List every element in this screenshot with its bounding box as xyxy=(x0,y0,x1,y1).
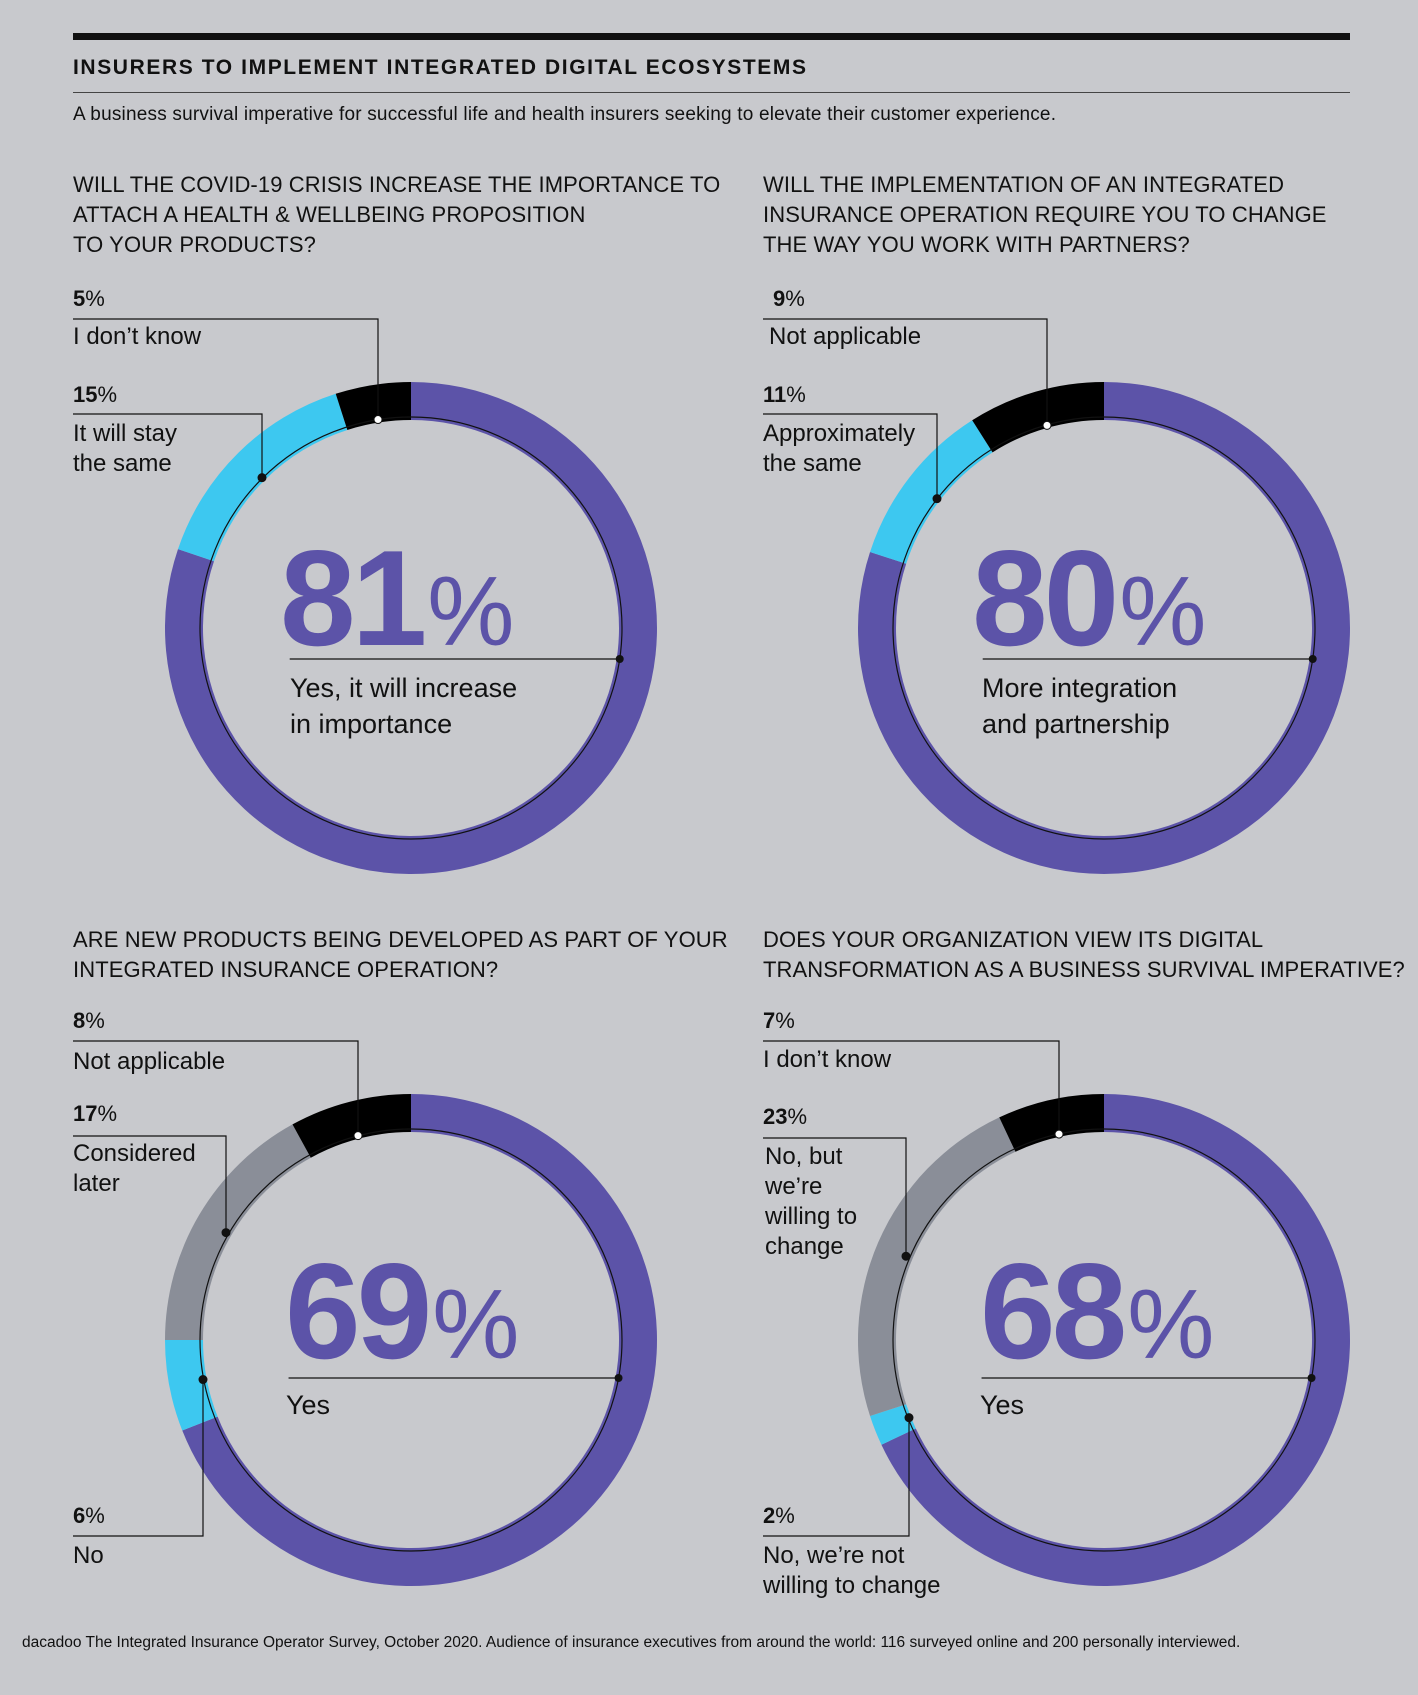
callout-dot xyxy=(901,1251,911,1261)
donut-slice xyxy=(870,420,993,564)
callout-dot xyxy=(373,415,383,425)
page-title: INSURERS TO IMPLEMENT INTEGRATED DIGITAL… xyxy=(73,56,808,79)
label-stay-same-1: It will stay the same xyxy=(73,420,178,477)
callout-dot xyxy=(614,1374,623,1382)
pct-value: 5 xyxy=(73,286,86,311)
pct-not-applicable-2: 9% xyxy=(773,286,805,311)
title-divider xyxy=(73,92,1350,93)
pct-value: 7 xyxy=(763,1008,776,1033)
slice-callout-line xyxy=(73,1135,227,1233)
guide-circle xyxy=(892,416,1316,840)
headline-number: 81 xyxy=(280,522,427,674)
guide-circle xyxy=(199,1128,623,1552)
donut-hole xyxy=(203,420,619,836)
label-not-willing-4: No, we’re not willing to change xyxy=(763,1542,941,1599)
headline-number: 68 xyxy=(980,1235,1127,1387)
headline-unit: % xyxy=(427,556,515,666)
question-1: WILL THE COVID-19 CRISIS INCREASE THE IM… xyxy=(73,172,721,257)
slice-callout-line xyxy=(73,318,379,420)
label-not-applicable-3: Not applicable xyxy=(73,1048,226,1075)
pct-no-3: 6% xyxy=(73,1503,105,1528)
label-dont-know-4: I don’t know xyxy=(763,1046,892,1073)
callout-dot xyxy=(221,1228,231,1238)
pct-dont-know-4: 7% xyxy=(763,1008,795,1033)
headline-label-4: Yes xyxy=(980,1390,1025,1420)
callout-dot xyxy=(1054,1129,1064,1139)
slice-callout-line xyxy=(763,1137,907,1257)
label-dont-know-1: I don’t know xyxy=(73,323,202,350)
donut-slice xyxy=(165,1124,311,1340)
callout-dot xyxy=(904,1413,914,1423)
donut-slice xyxy=(858,1117,1016,1417)
callout-dot xyxy=(1308,655,1317,663)
donut-slice xyxy=(999,1094,1104,1152)
pct-value: 17 xyxy=(73,1101,98,1126)
page-subtitle: A business survival imperative for succe… xyxy=(73,104,1057,125)
source-footnote: dacadoo The Integrated Insurance Operato… xyxy=(22,1634,1241,1651)
pct-considered-later-3: 17% xyxy=(73,1101,118,1126)
slice-callout-line xyxy=(763,413,938,499)
callout-dot xyxy=(615,655,624,663)
headline-value-1: 81% xyxy=(280,530,514,666)
headline-number: 80 xyxy=(972,522,1119,674)
slice-callout-line xyxy=(763,318,1048,426)
pct-value: 6 xyxy=(73,1503,86,1528)
callout-dot xyxy=(1307,1374,1316,1382)
headline-label-1: Yes, it will increase in importance xyxy=(290,673,518,739)
question-3: ARE NEW PRODUCTS BEING DEVELOPED AS PART… xyxy=(73,927,728,982)
donut-slice xyxy=(870,1404,916,1445)
pct-value: 23 xyxy=(763,1104,788,1129)
pct-dont-know-1: 5% xyxy=(73,286,105,311)
slice-callout-line xyxy=(763,1417,910,1537)
headline-unit: % xyxy=(1119,556,1207,666)
label-considered-later-3: Considered later xyxy=(73,1140,196,1197)
pct-value: 11 xyxy=(763,382,787,407)
slice-callout-line xyxy=(73,1379,204,1537)
question-4: DOES YOUR ORGANIZATION VIEW ITS DIGITAL … xyxy=(763,927,1405,982)
callout-dot xyxy=(1042,420,1052,430)
donut-slice xyxy=(972,382,1104,453)
pct-value: 8 xyxy=(73,1008,86,1033)
donut-slice xyxy=(292,1094,411,1158)
donut-hole xyxy=(203,1132,619,1548)
top-rule xyxy=(73,33,1350,40)
callout-dot xyxy=(353,1131,363,1141)
question-2: WILL THE IMPLEMENTATION OF AN INTEGRATED… xyxy=(763,172,1327,257)
donut-hole xyxy=(896,420,1312,836)
pct-no-willing-4: 23% xyxy=(763,1104,808,1129)
callout-dot xyxy=(198,1375,208,1385)
pct-stay-same-1: 15% xyxy=(73,382,118,407)
label-approx-same-2: Approximately the same xyxy=(763,420,916,477)
slice-callout-line xyxy=(73,413,263,478)
slice-callout-line xyxy=(73,1040,359,1136)
headline-unit: % xyxy=(1127,1269,1215,1379)
label-not-applicable-2: Not applicable xyxy=(769,323,922,350)
label-no-3: No xyxy=(73,1542,104,1569)
headline-label-2: More integration and partnership xyxy=(982,673,1178,739)
pct-not-applicable-3: 8% xyxy=(73,1008,105,1033)
headline-value-3: 69% xyxy=(285,1243,519,1379)
headline-value-4: 68% xyxy=(980,1243,1214,1379)
pct-value: 2 xyxy=(763,1503,776,1528)
headline-unit: % xyxy=(432,1269,520,1379)
pct-approx-same-2: 11% xyxy=(763,382,806,407)
slice-callout-line xyxy=(763,1040,1060,1135)
headline-label-3: Yes xyxy=(286,1390,331,1420)
guide-circle xyxy=(199,416,623,840)
headline-value-2: 80% xyxy=(972,530,1206,666)
pct-not-willing-4: 2% xyxy=(763,1503,795,1528)
callout-dot xyxy=(257,473,267,483)
donut-hole xyxy=(896,1132,1312,1548)
donut-slice xyxy=(165,1340,218,1431)
guide-circle xyxy=(892,1128,1316,1552)
pct-value: 15 xyxy=(73,382,98,407)
headline-number: 69 xyxy=(285,1235,432,1387)
pct-value: 9 xyxy=(773,286,786,311)
callout-dot xyxy=(932,494,942,504)
label-no-willing-4: No, but we’re willing to change xyxy=(765,1143,858,1260)
